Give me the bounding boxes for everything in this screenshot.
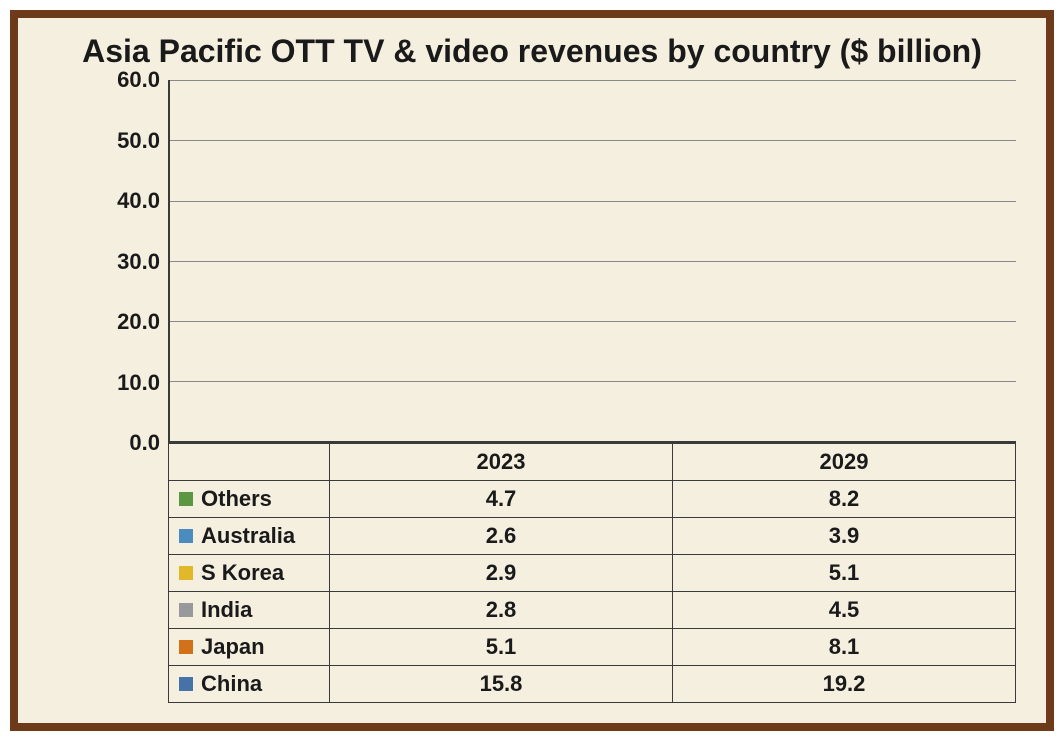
legend-item: S Korea [169, 555, 329, 591]
table-data-cell: 19.2 [672, 666, 1015, 702]
table-row: Others 4.78.2 [169, 480, 1015, 517]
y-tick-label: 60.0 [117, 67, 160, 93]
gridline [170, 381, 1016, 382]
gridline [170, 261, 1016, 262]
chart-body: 0.010.020.030.040.050.060.0 20232029Othe… [48, 80, 1016, 703]
table-data-cell: 2.8 [329, 592, 672, 628]
y-tick-label: 30.0 [117, 249, 160, 275]
y-tick-label: 0.0 [129, 430, 160, 456]
table-header-row: 20232029 [169, 444, 1015, 480]
y-tick-label: 10.0 [117, 370, 160, 396]
legend-label: India [201, 597, 252, 623]
legend-item: Australia [169, 518, 329, 554]
table-row: Australia 2.63.9 [169, 517, 1015, 554]
legend-item: Others [169, 481, 329, 517]
table-header-cell: 2029 [672, 444, 1015, 480]
table-row: China 15.819.2 [169, 665, 1015, 702]
table-data-cell: 4.7 [329, 481, 672, 517]
table-corner-cell [169, 444, 329, 480]
table-data-cell: 5.1 [329, 629, 672, 665]
chart-container: Asia Pacific OTT TV & video revenues by … [10, 10, 1054, 731]
table-data-cell: 2.6 [329, 518, 672, 554]
y-axis: 0.010.020.030.040.050.060.0 [48, 80, 168, 443]
y-tick-label: 50.0 [117, 128, 160, 154]
legend-swatch [179, 566, 193, 580]
plot-row: 0.010.020.030.040.050.060.0 [48, 80, 1016, 443]
legend-swatch [179, 603, 193, 617]
chart-title: Asia Pacific OTT TV & video revenues by … [48, 32, 1016, 70]
legend-item: China [169, 666, 329, 702]
legend-swatch [179, 492, 193, 506]
legend-item: India [169, 592, 329, 628]
legend-swatch [179, 677, 193, 691]
y-tick-label: 40.0 [117, 188, 160, 214]
gridline [170, 140, 1016, 141]
table-data-cell: 3.9 [672, 518, 1015, 554]
y-tick-label: 20.0 [117, 309, 160, 335]
table-row: S Korea 2.95.1 [169, 554, 1015, 591]
legend-data-table: 20232029Others4.78.2Australia2.63.9S Kor… [168, 443, 1016, 703]
legend-label: Australia [201, 523, 295, 549]
table-data-cell: 5.1 [672, 555, 1015, 591]
table-row: India 2.84.5 [169, 591, 1015, 628]
table-data-cell: 15.8 [329, 666, 672, 702]
legend-label: Japan [201, 634, 265, 660]
table-data-cell: 8.1 [672, 629, 1015, 665]
table-data-cell: 4.5 [672, 592, 1015, 628]
table-data-cell: 8.2 [672, 481, 1015, 517]
table-header-cell: 2023 [329, 444, 672, 480]
gridline [170, 321, 1016, 322]
table-row: Japan 5.18.1 [169, 628, 1015, 665]
legend-swatch [179, 640, 193, 654]
legend-label: Others [201, 486, 272, 512]
plot-area [168, 80, 1016, 443]
legend-label: S Korea [201, 560, 284, 586]
legend-item: Japan [169, 629, 329, 665]
gridline [170, 201, 1016, 202]
table-data-cell: 2.9 [329, 555, 672, 591]
gridline [170, 80, 1016, 81]
legend-label: China [201, 671, 262, 697]
legend-swatch [179, 529, 193, 543]
